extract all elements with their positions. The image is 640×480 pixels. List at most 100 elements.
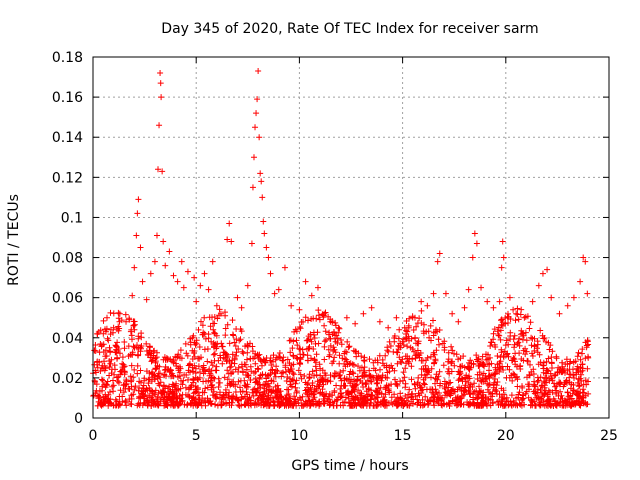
data-point	[564, 302, 571, 309]
data-point	[500, 254, 507, 261]
data-point	[469, 254, 476, 261]
data-point	[521, 314, 528, 321]
data-point	[139, 278, 146, 285]
data-point	[393, 314, 400, 321]
data-point	[490, 304, 497, 311]
y-axis-ticks: 0 0.02 0.04 0.06 0.08 0.1 0.12 0.14 0.16 0.18	[52, 50, 609, 427]
data-point	[465, 286, 472, 293]
data-point	[473, 240, 480, 247]
data-point	[135, 196, 142, 203]
data-point	[137, 244, 144, 251]
data-point	[166, 248, 173, 255]
y-tick-label: 0.04	[52, 331, 83, 347]
data-point	[321, 310, 328, 317]
data-point	[418, 298, 425, 305]
data-point	[296, 306, 303, 313]
data-point	[260, 218, 267, 225]
data-point	[155, 166, 162, 173]
data-point	[436, 250, 443, 257]
data-point	[529, 298, 536, 305]
x-axis-label: GPS time / hours	[291, 458, 408, 474]
data-point	[110, 324, 117, 331]
data-point	[248, 240, 255, 247]
data-point	[271, 290, 278, 297]
data-point	[484, 298, 491, 305]
data-point	[217, 310, 224, 317]
data-point	[209, 258, 216, 265]
data-point	[224, 236, 231, 243]
data-point	[288, 302, 295, 309]
data-point	[180, 284, 187, 291]
data-point	[143, 296, 150, 303]
data-point	[193, 298, 200, 305]
data-point	[201, 270, 208, 277]
data-point	[449, 310, 456, 317]
data-point	[253, 110, 260, 117]
data-point	[252, 124, 259, 131]
data-point	[430, 290, 437, 297]
data-point	[116, 310, 123, 317]
data-point	[267, 270, 274, 277]
data-point	[442, 290, 449, 297]
data-point	[255, 68, 262, 75]
data-point	[570, 294, 577, 301]
x-axis-ticks: 0 5 10 15 20 25	[89, 57, 618, 444]
data-point	[506, 294, 513, 301]
data-point	[513, 310, 520, 317]
data-point	[197, 282, 204, 289]
data-point	[314, 284, 321, 291]
data-point	[174, 278, 181, 285]
data-point	[302, 278, 309, 285]
data-point	[281, 264, 288, 271]
data-point	[265, 254, 272, 261]
data-point	[258, 178, 265, 185]
data-point	[234, 294, 241, 301]
data-point	[308, 292, 315, 299]
dense-point-band	[90, 305, 592, 409]
y-axis-label: ROTI / TECUs	[6, 194, 22, 286]
data-point	[498, 264, 505, 271]
data-point	[151, 258, 158, 265]
data-point	[405, 324, 412, 331]
data-point	[184, 268, 191, 275]
y-tick-label: 0	[74, 411, 83, 427]
data-point	[123, 318, 130, 325]
data-point	[250, 154, 257, 161]
data-point	[478, 284, 485, 291]
data-point	[147, 270, 154, 277]
data-point	[256, 134, 263, 141]
data-point	[238, 304, 245, 311]
data-point	[455, 318, 462, 325]
data-point	[228, 238, 235, 245]
y-tick-label: 0.1	[61, 210, 83, 226]
data-point	[261, 230, 268, 237]
data-point	[170, 272, 177, 279]
data-point	[327, 318, 334, 325]
x-tick-label: 25	[600, 428, 618, 444]
data-point	[584, 290, 591, 297]
data-point	[424, 302, 431, 309]
data-point	[368, 304, 375, 311]
x-tick-label: 20	[497, 428, 515, 444]
data-point	[539, 270, 546, 277]
y-tick-label: 0.14	[52, 130, 83, 146]
data-point	[244, 282, 251, 289]
data-point	[191, 274, 198, 281]
y-tick-label: 0.08	[52, 251, 83, 267]
x-tick-label: 10	[290, 428, 308, 444]
x-tick-label: 15	[394, 428, 412, 444]
data-point	[213, 302, 220, 309]
data-point	[156, 122, 163, 129]
data-point	[257, 170, 264, 177]
y-tick-label: 0.16	[52, 90, 83, 106]
data-point	[434, 258, 441, 265]
x-tick-label: 0	[89, 428, 98, 444]
data-point	[205, 286, 212, 293]
plot-frame	[92, 56, 610, 419]
y-tick-label: 0.12	[52, 170, 83, 186]
data-point	[399, 338, 406, 345]
y-tick-label: 0.18	[52, 50, 83, 66]
data-point	[178, 258, 185, 265]
x-tick-label: 5	[192, 428, 201, 444]
